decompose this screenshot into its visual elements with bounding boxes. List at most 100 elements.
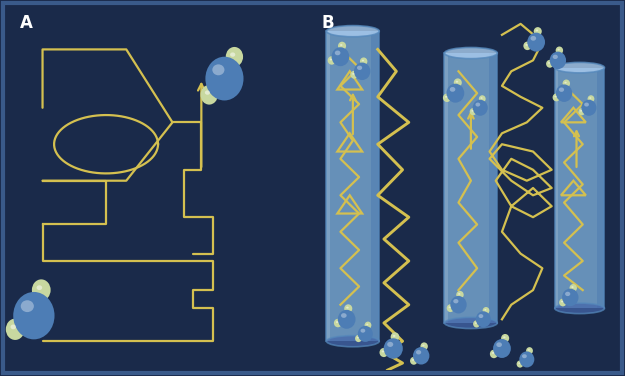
Ellipse shape [561,301,563,302]
Ellipse shape [201,85,218,105]
Ellipse shape [501,334,509,343]
Ellipse shape [379,348,388,357]
Ellipse shape [454,78,462,87]
Ellipse shape [472,100,488,116]
Text: B: B [322,14,334,32]
Ellipse shape [456,81,458,83]
Ellipse shape [569,284,577,292]
Ellipse shape [21,300,34,312]
Ellipse shape [473,320,480,327]
Ellipse shape [456,291,464,299]
Ellipse shape [536,29,538,31]
Ellipse shape [226,47,243,67]
Ellipse shape [546,60,554,68]
Ellipse shape [450,296,467,314]
Ellipse shape [479,314,483,318]
Ellipse shape [352,73,354,75]
Ellipse shape [357,65,362,70]
Ellipse shape [326,336,379,347]
Ellipse shape [552,94,560,102]
Ellipse shape [444,47,498,59]
Ellipse shape [421,343,428,350]
Ellipse shape [554,96,557,97]
Ellipse shape [453,299,459,303]
Ellipse shape [449,306,451,308]
Ellipse shape [13,292,54,340]
Ellipse shape [555,303,604,314]
Ellipse shape [526,347,533,354]
Ellipse shape [362,60,364,61]
Ellipse shape [338,42,346,50]
Bar [326,31,379,341]
Ellipse shape [205,90,210,95]
Ellipse shape [528,33,545,52]
Ellipse shape [32,279,51,301]
Ellipse shape [493,339,511,358]
Ellipse shape [564,82,567,83]
Ellipse shape [334,319,342,327]
Ellipse shape [331,47,349,66]
Ellipse shape [361,329,365,333]
Ellipse shape [354,62,371,80]
Ellipse shape [344,304,352,313]
Ellipse shape [523,42,531,50]
Ellipse shape [531,36,536,41]
Ellipse shape [422,344,424,346]
Ellipse shape [471,110,474,112]
Bar [326,31,331,341]
Ellipse shape [558,49,560,50]
Ellipse shape [589,97,591,99]
Ellipse shape [416,350,421,355]
Bar [489,53,498,323]
Ellipse shape [565,292,570,296]
Ellipse shape [518,362,521,364]
Ellipse shape [559,299,567,306]
Ellipse shape [326,26,379,37]
Ellipse shape [364,321,371,329]
Ellipse shape [588,95,594,102]
Ellipse shape [360,58,368,65]
Ellipse shape [387,342,393,347]
Ellipse shape [528,349,530,351]
Ellipse shape [479,95,486,102]
Bar [555,68,604,308]
Ellipse shape [336,321,338,323]
Ellipse shape [330,59,332,61]
Ellipse shape [556,47,563,55]
Bar [597,68,604,308]
Ellipse shape [355,335,362,342]
Ellipse shape [549,52,566,69]
Ellipse shape [490,350,498,358]
Ellipse shape [534,27,542,36]
Ellipse shape [481,97,482,99]
Ellipse shape [584,103,589,106]
Ellipse shape [571,286,574,288]
Ellipse shape [357,337,359,338]
Ellipse shape [578,108,585,115]
Bar [371,31,379,341]
Ellipse shape [562,79,570,87]
Ellipse shape [450,87,456,92]
Ellipse shape [503,337,506,338]
Ellipse shape [581,100,596,116]
Ellipse shape [443,94,451,102]
Ellipse shape [555,62,604,73]
Ellipse shape [526,44,528,46]
Ellipse shape [338,310,356,329]
Ellipse shape [230,52,235,57]
Ellipse shape [445,96,448,98]
Ellipse shape [556,85,572,102]
Ellipse shape [413,347,429,364]
Ellipse shape [476,103,480,106]
Text: A: A [19,14,32,32]
Ellipse shape [496,342,502,347]
Bar [555,68,559,308]
Ellipse shape [548,62,550,64]
Ellipse shape [384,338,402,359]
Bar [444,53,498,323]
Ellipse shape [559,88,564,92]
Ellipse shape [6,318,24,340]
Ellipse shape [11,324,16,329]
Ellipse shape [341,313,347,318]
Ellipse shape [458,293,461,295]
